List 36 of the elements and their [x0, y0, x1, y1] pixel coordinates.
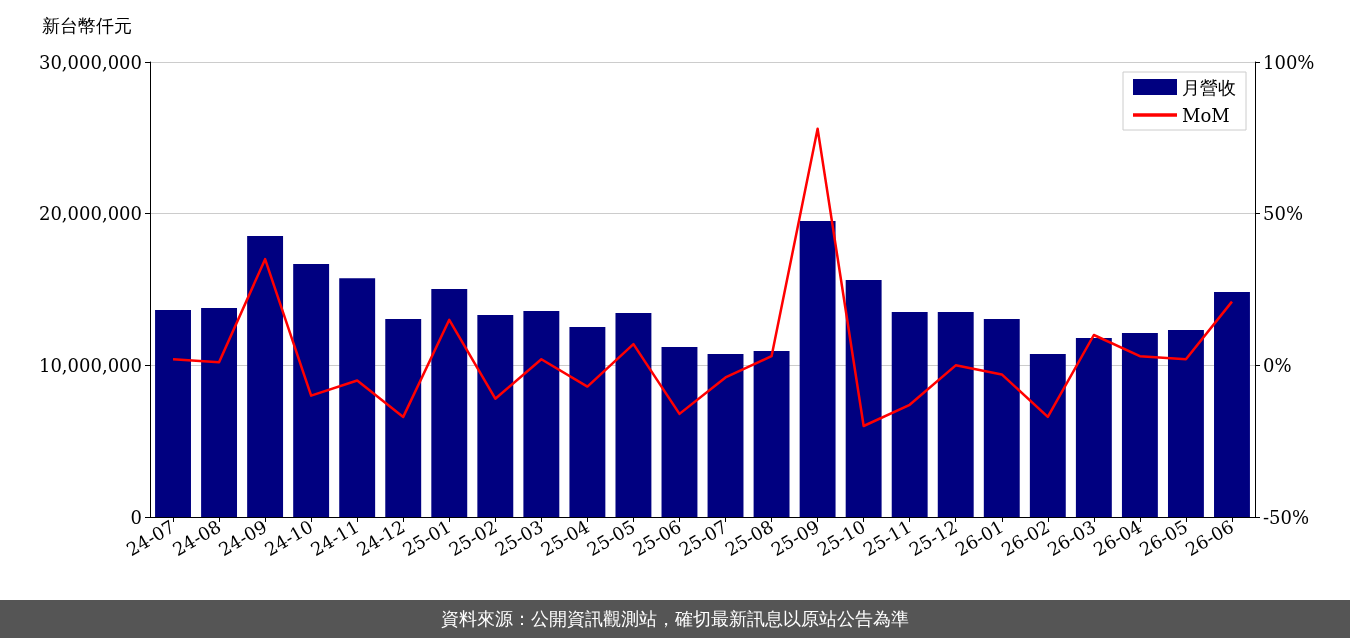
- bar: [615, 313, 652, 517]
- source-note: 資料來源：公開資訊觀測站，確切最新訊息以原站公告為準: [441, 607, 909, 631]
- y-axis-title: 新台幣仟元: [42, 14, 132, 38]
- bar: [523, 311, 560, 517]
- y2-tick-label: 0%: [1263, 354, 1292, 376]
- legend-label: 月營收: [1182, 76, 1236, 98]
- bar: [569, 327, 606, 517]
- y-tick-label: 30,000,000: [38, 51, 142, 73]
- bar: [753, 351, 790, 517]
- y-tick-label: 20,000,000: [38, 203, 142, 225]
- bar: [799, 221, 836, 517]
- legend-label: MoM: [1182, 104, 1230, 126]
- y-tick-label: 10,000,000: [38, 354, 142, 376]
- bar: [247, 236, 284, 517]
- bar: [431, 289, 468, 517]
- bar: [339, 278, 376, 517]
- line-series: [171, 127, 1234, 428]
- y2-tick-label: -50%: [1263, 506, 1310, 528]
- y2-tick-label: 100%: [1263, 51, 1315, 73]
- bar: [661, 346, 698, 517]
- bar: [707, 354, 744, 517]
- bar: [891, 312, 928, 517]
- bar: [983, 319, 1020, 517]
- bar: [937, 312, 974, 517]
- bar: [1214, 292, 1250, 517]
- bar: [845, 280, 882, 517]
- bar: [155, 309, 191, 517]
- bar: [1075, 338, 1112, 517]
- bar: [1121, 333, 1158, 517]
- y2-tick-label: 50%: [1263, 203, 1304, 225]
- bar: [1029, 354, 1066, 517]
- bar: [385, 319, 422, 517]
- bar: [1167, 330, 1204, 517]
- bar: [201, 308, 238, 517]
- bar: [477, 314, 514, 517]
- bar: [293, 264, 330, 517]
